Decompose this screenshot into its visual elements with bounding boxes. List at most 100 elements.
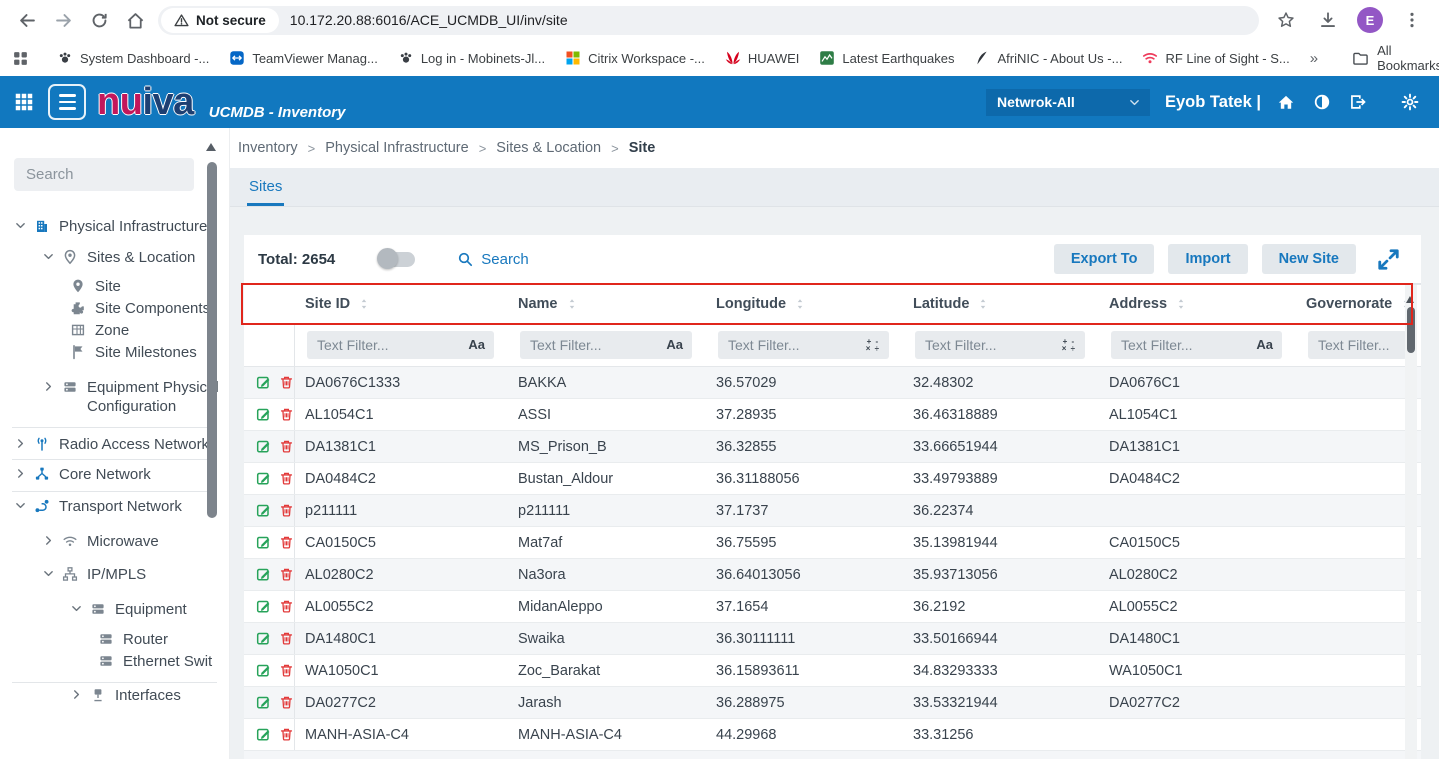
trash-icon[interactable] xyxy=(279,663,294,678)
filter-input[interactable]: Text Filter... Aa xyxy=(1111,330,1282,359)
sort-icon[interactable] xyxy=(1174,297,1188,311)
chevron-down-icon[interactable] xyxy=(42,567,56,580)
trash-icon[interactable] xyxy=(279,471,294,486)
sidebar-item-zone[interactable]: Zone xyxy=(0,321,229,340)
bookmark-item[interactable]: AfriNIC - About Us -... xyxy=(964,50,1132,66)
trash-icon[interactable] xyxy=(279,599,294,614)
sidebar-item-transport-network[interactable]: Transport Network xyxy=(0,497,229,516)
contrast-icon[interactable] xyxy=(1313,93,1331,111)
edit-icon[interactable] xyxy=(256,727,271,742)
bookmark-item[interactable]: RF Line of Sight - S... xyxy=(1132,50,1299,66)
filter-input[interactable]: Text Filter... Aa xyxy=(307,330,494,359)
filter-input[interactable]: Text Filter... xyxy=(1308,330,1407,359)
home-icon[interactable] xyxy=(1277,93,1295,111)
sidebar-item-core-network[interactable]: Core Network xyxy=(0,465,229,484)
edit-icon[interactable] xyxy=(256,535,271,550)
bookmark-item[interactable]: HUAWEI xyxy=(715,50,810,66)
security-chip[interactable]: Not secure xyxy=(161,7,279,33)
edit-icon[interactable] xyxy=(256,439,271,454)
table-scrollbar[interactable] xyxy=(1407,307,1415,353)
kebab-menu-icon[interactable] xyxy=(1395,4,1429,36)
import-button[interactable]: Import xyxy=(1168,244,1248,274)
number-filter-mode-icon[interactable]: + - × ÷ xyxy=(1061,336,1076,353)
table-scrollbar-up-arrow[interactable] xyxy=(1406,296,1414,303)
sidebar-scrollbar-up-arrow[interactable] xyxy=(206,143,216,151)
trash-icon[interactable] xyxy=(279,695,294,710)
app-launcher-icon[interactable] xyxy=(14,92,34,112)
back-icon[interactable] xyxy=(10,4,44,36)
avatar[interactable]: E xyxy=(1357,7,1383,33)
sort-icon[interactable] xyxy=(793,297,807,311)
breadcrumb-item[interactable]: Inventory xyxy=(238,140,298,156)
column-header-site-id[interactable]: Site ID xyxy=(295,296,508,312)
edit-icon[interactable] xyxy=(256,375,271,390)
column-header-latitude[interactable]: Latitude xyxy=(903,296,1099,312)
sidebar-item-equipment[interactable]: Equipment xyxy=(0,600,229,619)
bookmarks-overflow-chevron[interactable]: » xyxy=(1309,49,1319,67)
sidebar-item-interfaces[interactable]: Interfaces xyxy=(0,686,229,705)
sidebar-item-microwave[interactable]: Microwave xyxy=(0,532,229,551)
tab-sites[interactable]: Sites xyxy=(247,178,285,206)
edit-icon[interactable] xyxy=(256,503,271,518)
sidebar-item-physical-infrastructure[interactable]: Physical Infrastructure xyxy=(0,217,229,236)
trash-icon[interactable] xyxy=(279,727,294,742)
chevron-right-icon[interactable] xyxy=(70,688,84,701)
sort-icon[interactable] xyxy=(357,297,371,311)
breadcrumb-item[interactable]: Sites & Location xyxy=(496,140,602,156)
gear-icon[interactable] xyxy=(1401,93,1419,111)
sidebar-item-router[interactable]: Router xyxy=(0,630,229,649)
trash-icon[interactable] xyxy=(279,407,294,422)
number-filter-mode-icon[interactable]: + - × ÷ xyxy=(865,336,880,353)
sidebar-item-site-milestones[interactable]: Site Milestones xyxy=(0,343,229,362)
column-header-name[interactable]: Name xyxy=(508,296,706,312)
column-header-longitude[interactable]: Longitude xyxy=(706,296,903,312)
column-header-governorate[interactable]: Governorate xyxy=(1296,296,1421,312)
bookmark-item[interactable]: Latest Earthquakes xyxy=(809,50,964,66)
hamburger-menu-button[interactable] xyxy=(48,84,86,120)
bookmark-item[interactable]: Log in - Mobinets-Jl... xyxy=(388,50,555,66)
trash-icon[interactable] xyxy=(279,631,294,646)
filter-input[interactable]: Text Filter... Aa xyxy=(520,330,692,359)
sidebar-item-ip-mpls[interactable]: IP/MPLS xyxy=(0,565,229,584)
logout-icon[interactable] xyxy=(1349,93,1367,111)
address-bar[interactable]: Not secure 10.172.20.88:6016/ACE_UCMDB_U… xyxy=(158,5,1259,35)
chevron-down-icon[interactable] xyxy=(14,499,28,512)
chevron-right-icon[interactable] xyxy=(42,534,56,547)
sidebar-item-sites-location[interactable]: Sites & Location xyxy=(0,248,229,267)
downloads-icon[interactable] xyxy=(1311,4,1345,36)
forward-icon[interactable] xyxy=(46,4,80,36)
breadcrumb-item[interactable]: Physical Infrastructure xyxy=(325,140,469,156)
home-icon[interactable] xyxy=(118,4,152,36)
text-filter-mode-icon[interactable]: Aa xyxy=(1256,337,1273,352)
chevron-down-icon[interactable] xyxy=(70,602,84,615)
sidebar-item-site[interactable]: Site xyxy=(0,277,229,296)
reload-icon[interactable] xyxy=(82,4,116,36)
breadcrumb-item[interactable]: Site xyxy=(628,140,656,156)
bookmark-item[interactable]: Citrix Workspace -... xyxy=(555,50,715,66)
edit-icon[interactable] xyxy=(256,663,271,678)
expand-icon[interactable] xyxy=(1376,247,1401,272)
filter-input[interactable]: Text Filter... + - × ÷ xyxy=(915,330,1085,359)
edit-icon[interactable] xyxy=(256,631,271,646)
edit-icon[interactable] xyxy=(256,695,271,710)
apps-grid-icon[interactable] xyxy=(12,50,29,67)
trash-icon[interactable] xyxy=(279,567,294,582)
all-bookmarks-button[interactable]: All Bookmarks xyxy=(1346,43,1439,73)
chevron-right-icon[interactable] xyxy=(14,437,28,450)
sidebar-scrollbar[interactable] xyxy=(207,162,217,518)
chevron-down-icon[interactable] xyxy=(14,219,28,232)
edit-icon[interactable] xyxy=(256,599,271,614)
trash-icon[interactable] xyxy=(279,375,294,390)
sidebar-item-radio-access-network[interactable]: Radio Access Network xyxy=(0,435,229,454)
toggle-switch[interactable] xyxy=(377,248,416,269)
text-filter-mode-icon[interactable]: Aa xyxy=(666,337,683,352)
sidebar-item-ethernet-swit[interactable]: Ethernet Swit xyxy=(0,652,229,671)
trash-icon[interactable] xyxy=(279,535,294,550)
sidebar-item-site-components[interactable]: Site Components xyxy=(0,299,229,318)
column-header-address[interactable]: Address xyxy=(1099,296,1296,312)
edit-icon[interactable] xyxy=(256,567,271,582)
sort-icon[interactable] xyxy=(565,297,579,311)
chevron-down-icon[interactable] xyxy=(42,250,56,263)
sort-icon[interactable] xyxy=(976,297,990,311)
bookmark-item[interactable]: System Dashboard -... xyxy=(47,50,219,66)
